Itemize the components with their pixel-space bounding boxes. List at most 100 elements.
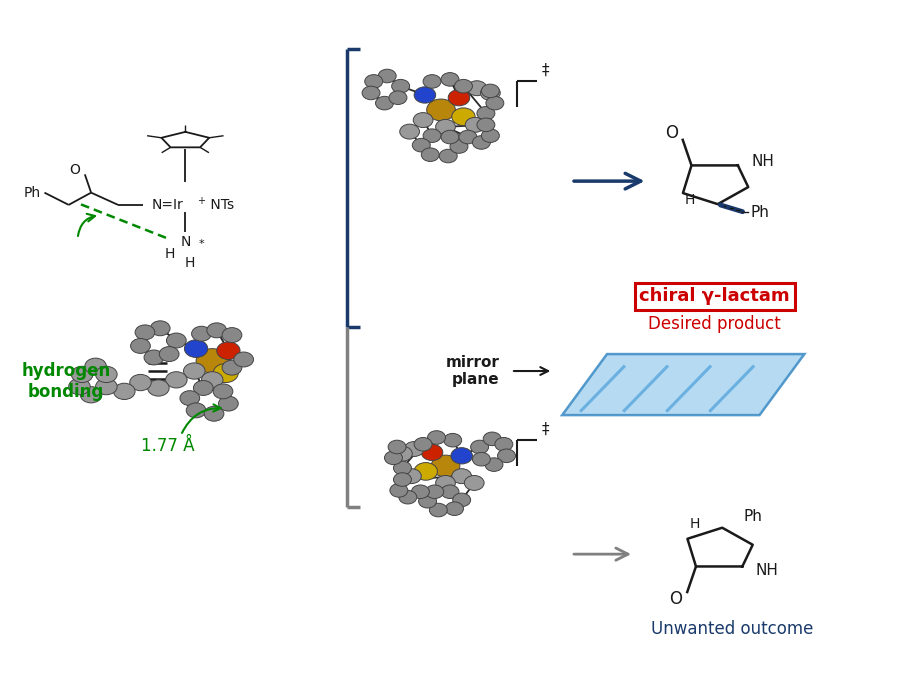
- Text: chiral γ-lactam: chiral γ-lactam: [639, 287, 790, 305]
- Text: ‡: ‡: [542, 422, 549, 437]
- Circle shape: [413, 112, 433, 127]
- Circle shape: [399, 490, 417, 504]
- Circle shape: [453, 493, 471, 507]
- Circle shape: [404, 441, 424, 456]
- Text: ‡: ‡: [542, 63, 549, 78]
- Circle shape: [446, 502, 464, 516]
- Circle shape: [485, 458, 503, 471]
- Circle shape: [459, 130, 477, 144]
- Circle shape: [477, 118, 495, 131]
- Circle shape: [113, 383, 135, 400]
- Circle shape: [393, 473, 411, 486]
- Circle shape: [418, 494, 436, 508]
- Text: O: O: [69, 163, 80, 176]
- Circle shape: [375, 96, 393, 110]
- Circle shape: [130, 338, 150, 353]
- Circle shape: [436, 119, 455, 134]
- Text: NTs: NTs: [206, 198, 234, 212]
- Circle shape: [186, 403, 206, 418]
- Circle shape: [85, 358, 106, 375]
- Text: NH: NH: [752, 154, 774, 169]
- Circle shape: [414, 87, 436, 103]
- Circle shape: [378, 69, 396, 83]
- Circle shape: [130, 375, 151, 391]
- Circle shape: [184, 340, 208, 358]
- Circle shape: [412, 138, 430, 152]
- Circle shape: [495, 437, 513, 451]
- Circle shape: [207, 323, 227, 338]
- Circle shape: [194, 381, 213, 396]
- Circle shape: [448, 90, 470, 106]
- Circle shape: [428, 430, 446, 444]
- Text: Ph: Ph: [743, 509, 762, 524]
- Text: N: N: [180, 236, 191, 249]
- Circle shape: [472, 136, 490, 149]
- Circle shape: [150, 321, 170, 336]
- Circle shape: [222, 360, 242, 375]
- Circle shape: [95, 366, 117, 383]
- Text: Unwanted outcome: Unwanted outcome: [652, 620, 814, 637]
- Text: Ph: Ph: [750, 205, 769, 220]
- Circle shape: [471, 440, 489, 454]
- Text: H: H: [165, 247, 176, 261]
- Circle shape: [452, 469, 472, 484]
- Circle shape: [467, 81, 487, 95]
- Circle shape: [204, 407, 224, 422]
- Circle shape: [213, 364, 238, 383]
- Text: H: H: [689, 517, 700, 531]
- Circle shape: [454, 80, 472, 93]
- Text: NH: NH: [756, 563, 778, 577]
- Text: *: *: [199, 239, 204, 249]
- Polygon shape: [562, 354, 805, 415]
- Circle shape: [222, 328, 242, 343]
- Text: 1.77 Å: 1.77 Å: [140, 437, 194, 455]
- Text: Ph: Ph: [23, 186, 40, 200]
- Circle shape: [486, 96, 504, 110]
- Circle shape: [441, 130, 459, 144]
- Circle shape: [217, 342, 240, 360]
- Circle shape: [393, 461, 411, 475]
- Circle shape: [159, 347, 179, 362]
- Circle shape: [80, 387, 102, 403]
- Circle shape: [431, 455, 460, 477]
- Circle shape: [202, 372, 223, 388]
- Circle shape: [166, 372, 187, 388]
- Circle shape: [148, 380, 169, 396]
- Circle shape: [481, 86, 500, 100]
- Circle shape: [450, 140, 468, 153]
- Text: O: O: [670, 590, 682, 607]
- Circle shape: [144, 350, 164, 365]
- Circle shape: [414, 462, 437, 480]
- Circle shape: [426, 485, 444, 498]
- Circle shape: [384, 451, 402, 464]
- Text: O: O: [665, 124, 678, 142]
- Circle shape: [135, 325, 155, 340]
- Circle shape: [472, 452, 490, 466]
- Circle shape: [213, 384, 233, 399]
- Text: +: +: [197, 195, 205, 206]
- Text: H: H: [684, 193, 695, 208]
- Circle shape: [483, 432, 501, 445]
- Circle shape: [482, 129, 500, 142]
- Circle shape: [388, 440, 406, 454]
- Circle shape: [180, 391, 200, 406]
- Circle shape: [196, 349, 229, 373]
- Text: mirror
plane: mirror plane: [446, 355, 500, 387]
- Circle shape: [477, 106, 495, 120]
- Circle shape: [184, 363, 205, 379]
- Circle shape: [389, 91, 407, 104]
- Circle shape: [392, 80, 410, 93]
- Circle shape: [441, 73, 459, 86]
- Circle shape: [482, 84, 500, 97]
- Circle shape: [192, 326, 211, 341]
- Circle shape: [400, 124, 419, 139]
- Circle shape: [421, 148, 439, 161]
- Circle shape: [95, 379, 117, 395]
- Circle shape: [71, 366, 93, 383]
- Circle shape: [219, 396, 238, 411]
- Circle shape: [451, 447, 472, 464]
- Circle shape: [439, 149, 457, 163]
- Circle shape: [423, 129, 441, 142]
- Circle shape: [465, 117, 485, 132]
- Circle shape: [390, 484, 408, 497]
